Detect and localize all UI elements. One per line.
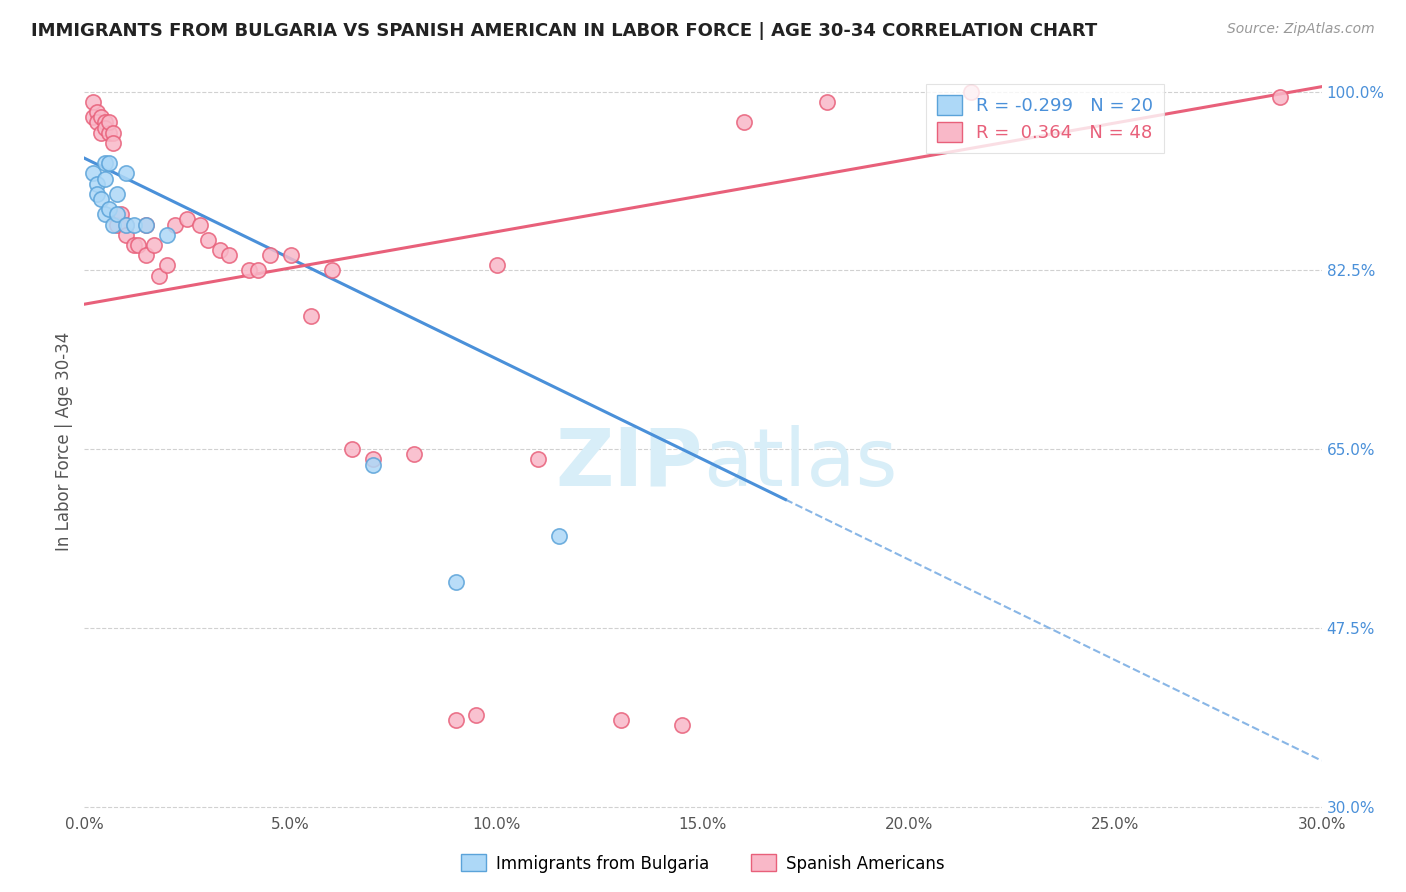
Point	[86, 105, 108, 120]
Point	[98, 202, 121, 217]
Point	[156, 227, 179, 242]
Point	[404, 447, 426, 461]
Point	[86, 115, 108, 129]
Point	[110, 207, 132, 221]
Legend: R = -0.299   N = 20, R =  0.364   N = 48: R = -0.299 N = 20, R = 0.364 N = 48	[925, 84, 1164, 153]
Point	[94, 207, 117, 221]
Point	[143, 238, 166, 252]
Point	[94, 171, 117, 186]
Point	[114, 166, 136, 180]
Point	[361, 458, 384, 472]
Point	[114, 218, 136, 232]
Point	[197, 233, 219, 247]
Point	[733, 115, 755, 129]
Point	[103, 136, 125, 150]
Point	[188, 218, 211, 232]
Point	[114, 218, 136, 232]
Point	[98, 126, 121, 140]
Point	[94, 156, 117, 170]
Point	[98, 115, 121, 129]
Point	[671, 718, 693, 732]
Point	[280, 248, 302, 262]
Point	[609, 713, 631, 727]
Point	[127, 238, 149, 252]
Point	[82, 95, 104, 109]
Point	[165, 218, 187, 232]
Point	[105, 186, 128, 201]
Point	[103, 218, 125, 232]
Point	[1270, 90, 1292, 104]
Point	[246, 263, 269, 277]
Text: atlas: atlas	[703, 425, 897, 503]
Point	[90, 126, 112, 140]
Point	[94, 115, 117, 129]
Point	[527, 452, 550, 467]
Point	[103, 126, 125, 140]
Point	[209, 243, 232, 257]
Point	[105, 218, 128, 232]
Point	[86, 186, 108, 201]
Y-axis label: In Labor Force | Age 30-34: In Labor Force | Age 30-34	[55, 332, 73, 551]
Point	[321, 263, 343, 277]
Point	[135, 248, 157, 262]
Point	[148, 268, 170, 283]
Point	[98, 156, 121, 170]
Point	[444, 713, 467, 727]
Point	[547, 529, 569, 543]
Point	[176, 212, 198, 227]
Point	[82, 166, 104, 180]
Point	[259, 248, 281, 262]
Point	[135, 218, 157, 232]
Point	[114, 227, 136, 242]
Text: ZIP: ZIP	[555, 425, 703, 503]
Point	[122, 238, 145, 252]
Point	[342, 442, 364, 457]
Point	[94, 120, 117, 135]
Point	[86, 177, 108, 191]
Point	[444, 574, 467, 589]
Point	[90, 111, 112, 125]
Point	[218, 248, 240, 262]
Point	[90, 192, 112, 206]
Text: IMMIGRANTS FROM BULGARIA VS SPANISH AMERICAN IN LABOR FORCE | AGE 30-34 CORRELAT: IMMIGRANTS FROM BULGARIA VS SPANISH AMER…	[31, 22, 1097, 40]
Point	[122, 218, 145, 232]
Legend: Immigrants from Bulgaria, Spanish Americans: Immigrants from Bulgaria, Spanish Americ…	[454, 847, 952, 880]
Point	[960, 85, 983, 99]
Point	[361, 452, 384, 467]
Point	[465, 707, 488, 722]
Point	[485, 259, 508, 273]
Point	[105, 207, 128, 221]
Point	[135, 218, 157, 232]
Text: Source: ZipAtlas.com: Source: ZipAtlas.com	[1227, 22, 1375, 37]
Point	[82, 111, 104, 125]
Point	[156, 259, 179, 273]
Point	[815, 95, 838, 109]
Point	[299, 310, 322, 324]
Point	[238, 263, 260, 277]
